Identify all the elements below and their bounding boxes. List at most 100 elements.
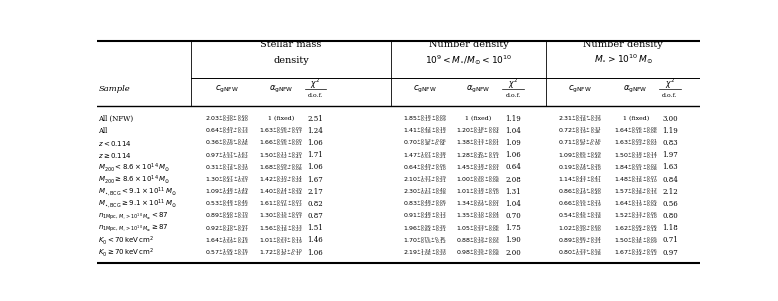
Text: $0.54^{+0.45+0.33}_{-0.35-0.18}$: $0.54^{+0.45+0.33}_{-0.35-0.18}$ (558, 211, 601, 222)
Text: $1.68^{+0.09+0.07}_{-0.25-0.08}$: $1.68^{+0.09+0.07}_{-0.25-0.08}$ (259, 162, 303, 173)
Text: 2.08: 2.08 (506, 175, 521, 184)
Text: $n_{\mathrm{1Mpc},M_{\star}>10^{10}\,M_{\odot}} \geq 87$: $n_{\mathrm{1Mpc},M_{\star}>10^{10}\,M_{… (99, 222, 169, 234)
Text: $0.86^{+0.71+0.60}_{-0.49-0.40}$: $0.86^{+0.71+0.60}_{-0.49-0.40}$ (558, 186, 601, 197)
Text: 0.56: 0.56 (662, 200, 678, 208)
Text: $1.42^{+0.10+0.14}_{-0.22-0.24}$: $1.42^{+0.10+0.14}_{-0.22-0.24}$ (259, 174, 303, 185)
Text: $1.72^{+0.11+0.10}_{-0.29-0.17}$: $1.72^{+0.11+0.10}_{-0.29-0.17}$ (259, 247, 303, 258)
Text: $1.02^{+0.90+0.60}_{-0.20-0.30}$: $1.02^{+0.90+0.60}_{-0.20-0.30}$ (558, 223, 601, 234)
Text: 0.71: 0.71 (662, 236, 678, 244)
Text: 0.70: 0.70 (506, 212, 521, 220)
Text: $c_{\rm gNFW}$: $c_{\rm gNFW}$ (413, 84, 436, 95)
Text: $1.38^{+0.13+0.01}_{-0.17-0.01}$: $1.38^{+0.13+0.01}_{-0.17-0.01}$ (456, 138, 500, 148)
Text: $\alpha_{\rm gNFW}$: $\alpha_{\rm gNFW}$ (623, 84, 648, 95)
Text: 1.04: 1.04 (506, 127, 521, 135)
Text: $M_{200} < 8.6 \times 10^{14}\,M_{\odot}$: $M_{200} < 8.6 \times 10^{14}\,M_{\odot}… (99, 161, 170, 174)
Text: 0.80: 0.80 (662, 212, 678, 220)
Text: $0.53^{+0.48+0.46}_{-0.13-0.22}$: $0.53^{+0.48+0.46}_{-0.13-0.22}$ (205, 198, 249, 209)
Text: 0.82: 0.82 (307, 200, 324, 208)
Text: $2.03^{+0.20+0.60}_{-0.20-0.40}$: $2.03^{+0.20+0.60}_{-0.20-0.40}$ (205, 113, 249, 124)
Text: $1.57^{+0.12+0.12}_{-0.28-0.15}$: $1.57^{+0.12+0.12}_{-0.28-0.15}$ (614, 186, 657, 197)
Text: $1.20^{+0.18+0.03}_{-0.22-0.04}$: $1.20^{+0.18+0.03}_{-0.22-0.04}$ (457, 126, 500, 136)
Text: $0.36^{+0.76+0.14}_{-0.09-0.06}$: $0.36^{+0.76+0.14}_{-0.09-0.06}$ (205, 138, 249, 148)
Text: $1.63^{+0.06+0.09}_{-0.25-0.17}$: $1.63^{+0.06+0.09}_{-0.25-0.17}$ (259, 126, 303, 136)
Text: Sample: Sample (99, 85, 130, 93)
Text: $2.19^{+1.34+0.33}_{-1.06-0.20}$: $2.19^{+1.34+0.33}_{-1.06-0.20}$ (402, 247, 447, 258)
Text: Number density: Number density (429, 40, 509, 49)
Text: $0.80^{+1.23+0.52}_{-0.37-0.28}$: $0.80^{+1.23+0.52}_{-0.37-0.28}$ (558, 247, 601, 258)
Text: 1.67: 1.67 (307, 175, 324, 184)
Text: 1.71: 1.71 (307, 151, 324, 159)
Text: $0.64^{+0.49+0.06}_{-0.21-0.10}$: $0.64^{+0.49+0.06}_{-0.21-0.10}$ (402, 162, 447, 173)
Text: $0.19^{+0.74+0.26}_{-0.09-0.10}$: $0.19^{+0.74+0.26}_{-0.09-0.10}$ (558, 162, 601, 173)
Text: 1.06: 1.06 (307, 249, 324, 256)
Text: 1.04: 1.04 (506, 200, 521, 208)
Text: d.o.f.: d.o.f. (506, 93, 521, 98)
Text: $1.64^{+0.11+0.05}_{-0.19-0.04}$: $1.64^{+0.11+0.05}_{-0.19-0.04}$ (614, 198, 657, 209)
Text: $c_{\rm gNFW}$: $c_{\rm gNFW}$ (568, 84, 591, 95)
Text: 1.90: 1.90 (506, 236, 521, 244)
Text: 0.64: 0.64 (506, 163, 521, 171)
Text: $1.30^{+0.67+1.20}_{-0.43-0.57}$: $1.30^{+0.67+1.20}_{-0.43-0.57}$ (205, 174, 249, 185)
Text: Stellar mass: Stellar mass (261, 40, 322, 49)
Text: $c_{\rm gNFW}$: $c_{\rm gNFW}$ (215, 84, 239, 95)
Text: d.o.f.: d.o.f. (308, 93, 324, 98)
Text: $0.88^{+0.19+0.03}_{-0.29-0.05}$: $0.88^{+0.19+0.03}_{-0.29-0.05}$ (457, 235, 500, 246)
Text: $1.01^{+0.18+0.06}_{-0.32-0.10}$: $1.01^{+0.18+0.06}_{-0.32-0.10}$ (456, 186, 500, 197)
Text: $0.66^{+0.55+0.21}_{-0.15-0.19}$: $0.66^{+0.55+0.21}_{-0.15-0.19}$ (558, 198, 601, 209)
Text: $1.28^{+0.20+0.05}_{-0.40-0.11}$: $1.28^{+0.20+0.05}_{-0.40-0.11}$ (457, 150, 500, 161)
Text: 0.87: 0.87 (307, 212, 324, 220)
Text: $1.00^{+0.30+0.05}_{-0.50-0.08}$: $1.00^{+0.30+0.05}_{-0.50-0.08}$ (456, 174, 500, 185)
Text: $1.85^{+0.18+0.09}_{-0.12-0.09}$: $1.85^{+0.18+0.09}_{-0.12-0.09}$ (403, 113, 447, 124)
Text: 1.06: 1.06 (506, 151, 521, 159)
Text: 1.63: 1.63 (662, 163, 678, 171)
Text: All: All (99, 127, 107, 135)
Text: 0.97: 0.97 (662, 249, 678, 256)
Text: 1.97: 1.97 (662, 151, 678, 159)
Text: All (NFW): All (NFW) (99, 115, 134, 123)
Text: $0.91^{+0.48+0.12}_{-0.42-0.12}$: $0.91^{+0.48+0.12}_{-0.42-0.12}$ (403, 211, 447, 222)
Text: $2.30^{+1.17+0.40}_{-0.63-0.28}$: $2.30^{+1.17+0.40}_{-0.63-0.28}$ (402, 186, 447, 197)
Text: 1 (fixed): 1 (fixed) (268, 116, 294, 121)
Text: $0.92^{+0.70+0.97}_{-0.40-0.47}$: $0.92^{+0.70+0.97}_{-0.40-0.47}$ (205, 223, 249, 234)
Text: 3.00: 3.00 (662, 115, 678, 123)
Text: $0.64^{+0.49+0.73}_{-0.21-0.33}$: $0.64^{+0.49+0.73}_{-0.21-0.33}$ (205, 126, 249, 136)
Text: $1.50^{+0.11+0.20}_{-0.52-0.41}$: $1.50^{+0.11+0.20}_{-0.52-0.41}$ (259, 150, 303, 161)
Text: $M_{\star} > 10^{10}\,M_{\odot}$: $M_{\star} > 10^{10}\,M_{\odot}$ (594, 52, 653, 66)
Text: $1.64^{+0.06+0.08}_{-0.16-0.06}$: $1.64^{+0.06+0.08}_{-0.16-0.06}$ (614, 126, 657, 136)
Text: $1.09^{+1.48+1.49}_{-0.42-0.64}$: $1.09^{+1.48+1.49}_{-0.42-0.64}$ (205, 186, 249, 197)
Text: $0.89^{+0.86+0.34}_{-0.27-0.21}$: $0.89^{+0.86+0.34}_{-0.27-0.21}$ (558, 235, 601, 246)
Text: 1 (fixed): 1 (fixed) (465, 116, 492, 121)
Text: $0.57^{+1.06+0.76}_{-0.34-0.37}$: $0.57^{+1.06+0.76}_{-0.34-0.37}$ (205, 247, 249, 258)
Text: $K_0 \geq 70\,\mathrm{keV\,cm}^2$: $K_0 \geq 70\,\mathrm{keV\,cm}^2$ (99, 246, 155, 259)
Text: $1.70^{+0.75+0.18}_{-0.55-0.12}$: $1.70^{+0.75+0.18}_{-0.55-0.12}$ (403, 235, 447, 246)
Text: $0.89^{+0.60+0.70}_{-0.40-0.33}$: $0.89^{+0.60+0.70}_{-0.40-0.33}$ (205, 211, 249, 222)
Text: $1.48^{+0.12+0.07}_{-0.18-0.10}$: $1.48^{+0.12+0.07}_{-0.18-0.10}$ (614, 174, 657, 185)
Text: d.o.f.: d.o.f. (662, 93, 678, 98)
Text: 1.06: 1.06 (307, 139, 324, 147)
Text: 2.51: 2.51 (307, 115, 324, 123)
Text: 1.51: 1.51 (307, 224, 324, 232)
Text: $1.84^{+0.05+0.02}_{-0.31-0.08}$: $1.84^{+0.05+0.02}_{-0.31-0.08}$ (614, 162, 657, 173)
Text: $0.83^{+0.48+0.06}_{-0.22-0.07}$: $0.83^{+0.48+0.06}_{-0.22-0.07}$ (403, 198, 447, 209)
Text: $1.64^{+1.21+0.76}_{-0.59-0.43}$: $1.64^{+1.21+0.76}_{-0.59-0.43}$ (205, 235, 249, 246)
Text: 2.00: 2.00 (506, 249, 521, 256)
Text: $1.50^{+0.18+0.14}_{-0.32-0.17}$: $1.50^{+0.18+0.14}_{-0.32-0.17}$ (614, 150, 657, 161)
Text: $1.09^{+0.85+0.69}_{-0.55-0.46}$: $1.09^{+0.85+0.69}_{-0.55-0.46}$ (558, 150, 601, 161)
Text: 1.75: 1.75 (506, 224, 521, 232)
Text: $1.62^{+0.06+0.06}_{-0.24-0.14}$: $1.62^{+0.06+0.06}_{-0.24-0.14}$ (614, 223, 657, 234)
Text: density: density (273, 56, 309, 65)
Text: $0.98^{+0.35+0.05}_{-0.25-0.08}$: $0.98^{+0.35+0.05}_{-0.25-0.08}$ (456, 247, 500, 258)
Text: $0.97^{+1.57+1.67}_{-0.33-0.62}$: $0.97^{+1.57+1.67}_{-0.33-0.62}$ (205, 150, 249, 161)
Text: 2.12: 2.12 (662, 188, 678, 196)
Text: $1.47^{+1.07+0.38}_{-0.53-0.21}$: $1.47^{+1.07+0.38}_{-0.53-0.21}$ (402, 150, 447, 161)
Text: $M_{200} \geq 8.6 \times 10^{14}\,M_{\odot}$: $M_{200} \geq 8.6 \times 10^{14}\,M_{\od… (99, 173, 170, 186)
Text: $1.01^{+0.23+0.11}_{-0.57-0.19}$: $1.01^{+0.23+0.11}_{-0.57-0.19}$ (259, 235, 303, 246)
Text: $1.66^{+0.06+0.00}_{-0.35-0.01}$: $1.66^{+0.06+0.00}_{-0.35-0.01}$ (259, 138, 303, 148)
Text: $\chi^2$: $\chi^2$ (508, 76, 518, 91)
Text: $\alpha_{\rm gNFW}$: $\alpha_{\rm gNFW}$ (466, 84, 491, 95)
Text: 1.31: 1.31 (506, 188, 521, 196)
Text: $\chi^2$: $\chi^2$ (665, 76, 675, 91)
Text: $0.31^{+0.72+0.31}_{-0.18-0.20}$: $0.31^{+0.72+0.31}_{-0.18-0.20}$ (205, 162, 249, 173)
Text: 0.83: 0.83 (662, 139, 678, 147)
Text: Number density: Number density (584, 40, 663, 49)
